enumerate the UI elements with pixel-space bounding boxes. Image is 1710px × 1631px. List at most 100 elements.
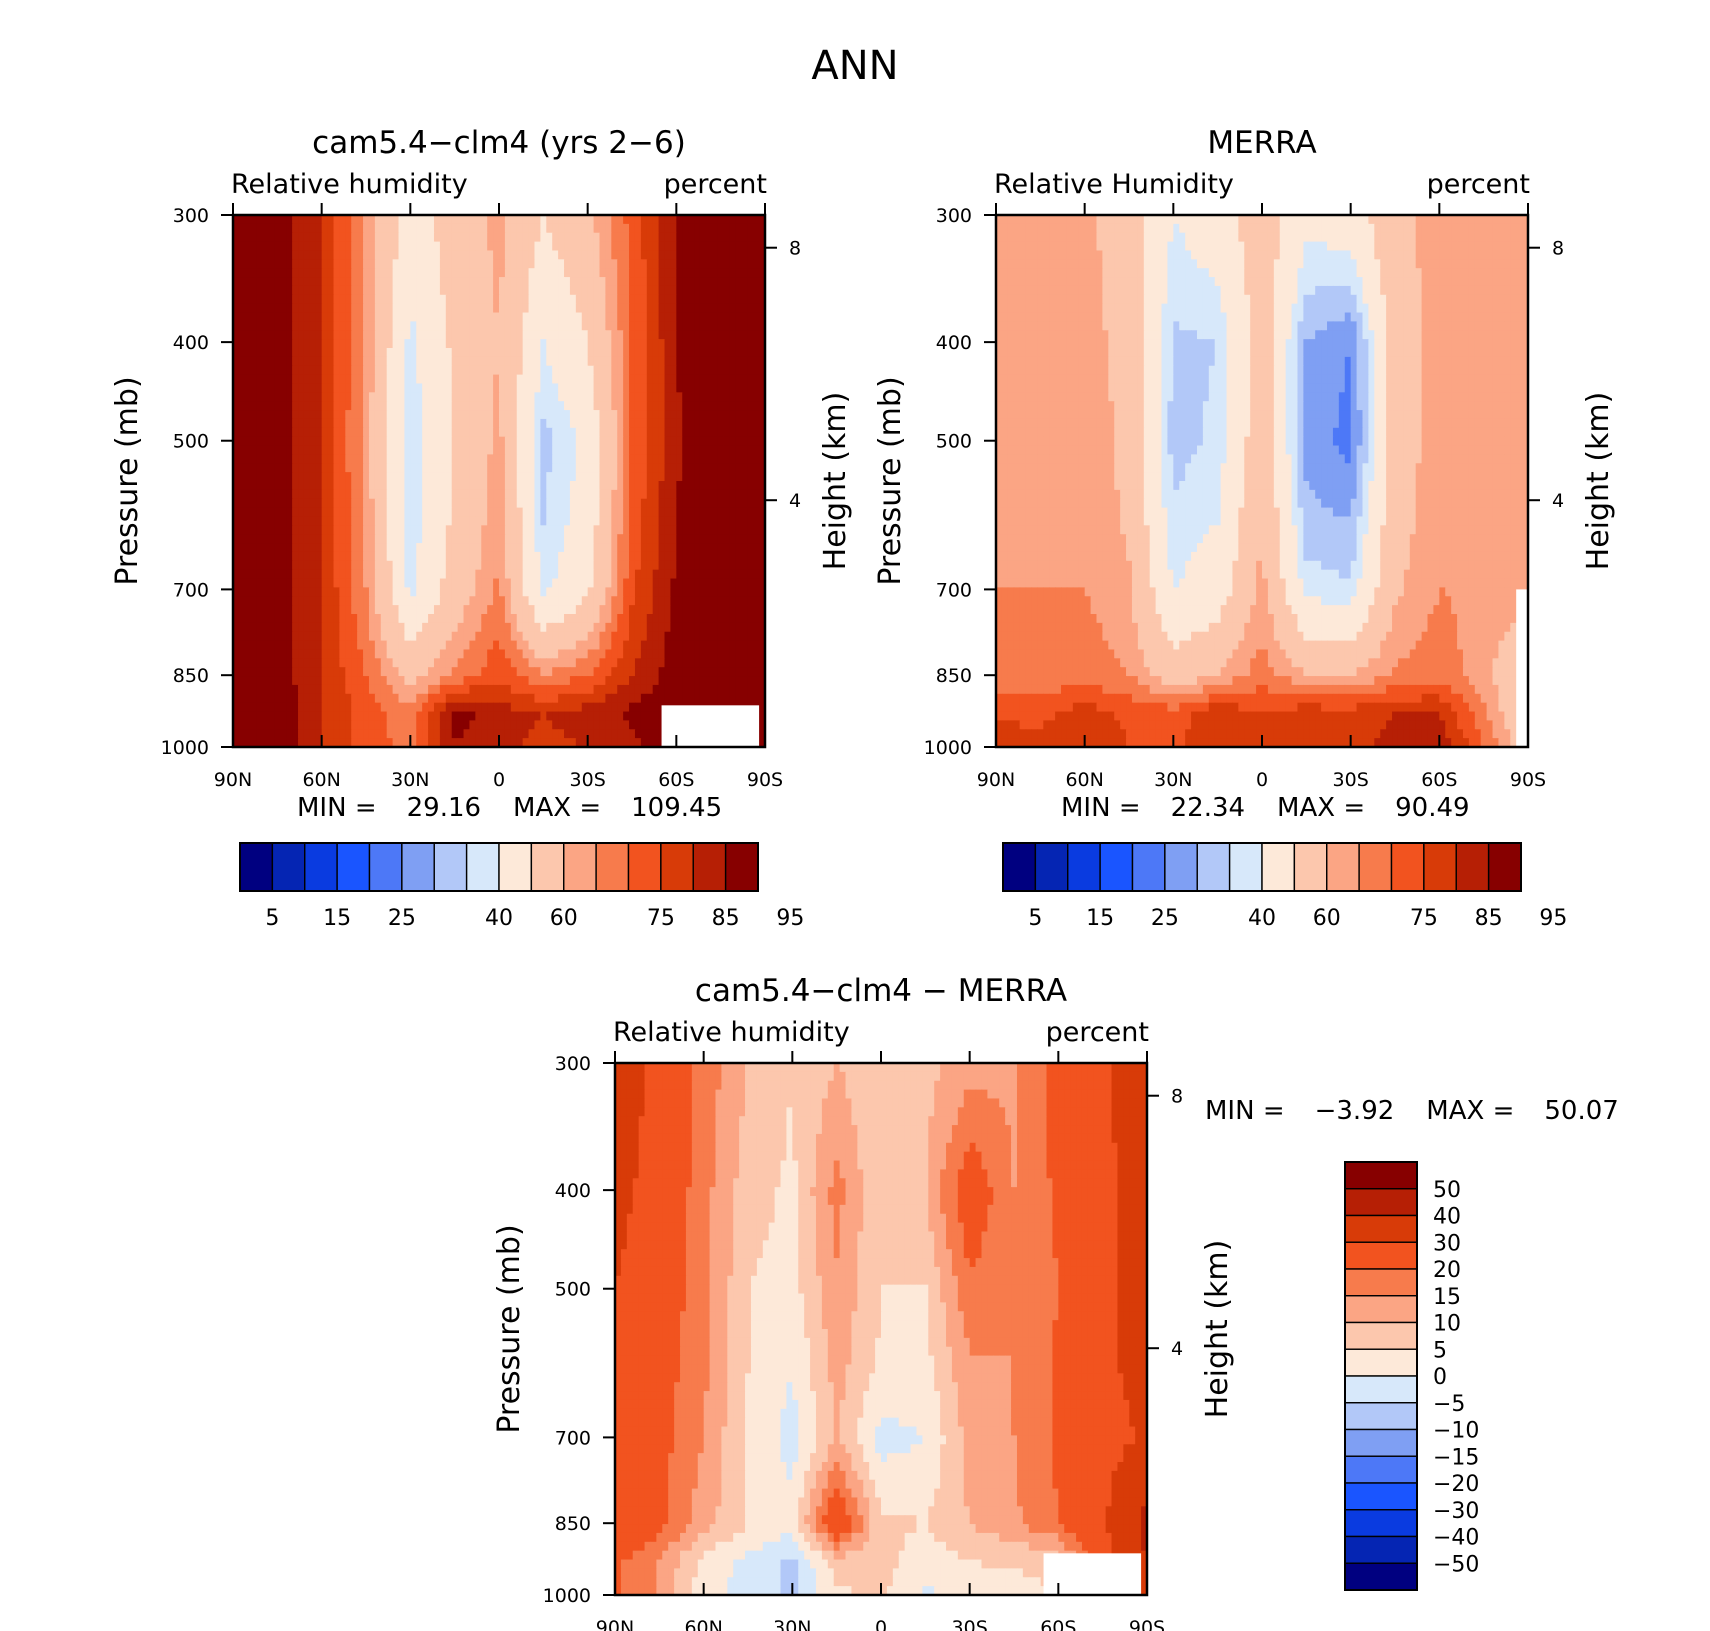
heatmap-cell <box>439 525 447 535</box>
heatmap-cell <box>463 605 471 615</box>
heatmap-cell <box>694 268 701 278</box>
heatmap-cell <box>510 294 518 305</box>
heatmap-cell <box>493 259 500 269</box>
heatmap-cell <box>516 605 524 615</box>
heatmap-cell <box>398 365 406 376</box>
heatmap-cell <box>298 445 305 455</box>
heatmap-cell <box>646 418 654 429</box>
heatmap-cell <box>256 418 264 429</box>
heatmap-cell <box>233 401 240 411</box>
heatmap-cell <box>605 285 612 296</box>
heatmap-cell <box>493 374 500 385</box>
heatmap-cell <box>327 693 335 704</box>
heatmap-cell <box>268 605 275 615</box>
heatmap-cell <box>634 436 642 447</box>
heatmap-cell <box>309 223 317 234</box>
heatmap-cell <box>694 667 701 677</box>
heatmap-cell <box>280 348 287 358</box>
heatmap-cell <box>558 525 565 535</box>
heatmap-cell <box>705 498 713 509</box>
heatmap-cell <box>534 507 541 518</box>
heatmap-cell <box>564 481 571 491</box>
heatmap-cell <box>238 312 246 322</box>
heatmap-cell <box>451 312 459 322</box>
heatmap-cell <box>345 498 352 509</box>
heatmap-cell <box>422 481 429 491</box>
heatmap-cell <box>333 401 340 411</box>
heatmap-cell <box>357 277 364 287</box>
heatmap-cell <box>380 667 388 677</box>
heatmap-cell <box>422 215 429 225</box>
heatmap-cell <box>717 596 725 606</box>
heatmap-cell <box>345 543 352 553</box>
heatmap-cell <box>646 605 654 615</box>
heatmap-cell <box>611 640 618 651</box>
heatmap-cell <box>723 365 731 376</box>
heatmap-cell <box>380 268 388 278</box>
heatmap-cell <box>309 268 317 278</box>
heatmap-cell <box>303 250 311 260</box>
heatmap-cell <box>504 321 512 331</box>
heatmap-cell <box>262 507 270 518</box>
heatmap-cell <box>410 481 417 491</box>
heatmap-cell <box>493 596 500 606</box>
heatmap-cell <box>374 463 382 473</box>
heatmap-cell <box>640 312 648 322</box>
heatmap-cell <box>250 215 258 225</box>
heatmap-cell <box>528 543 536 553</box>
heatmap-cell <box>499 285 506 296</box>
heatmap-cell <box>380 534 388 544</box>
heatmap-cell <box>729 463 737 473</box>
heatmap-cell <box>451 215 459 225</box>
heatmap-cell <box>280 285 287 296</box>
heatmap-cell <box>552 578 559 588</box>
heatmap-cell <box>664 569 672 580</box>
heatmap-cell <box>658 268 666 278</box>
heatmap-cell <box>711 277 719 287</box>
heatmap-cell <box>676 259 683 269</box>
heatmap-cell <box>333 578 340 588</box>
heatmap-cell <box>445 268 453 278</box>
heatmap-cell <box>493 232 500 243</box>
heatmap-cell <box>428 622 435 633</box>
heatmap-cell <box>717 303 725 314</box>
heatmap-cell <box>457 223 465 234</box>
heatmap-cell <box>280 472 287 482</box>
heatmap-cell <box>339 277 346 287</box>
heatmap-cell <box>593 321 601 331</box>
heatmap-cell <box>339 516 346 526</box>
heatmap-cell <box>717 463 725 473</box>
heatmap-cell <box>374 427 382 438</box>
heatmap-cell <box>723 516 731 526</box>
heatmap-cell <box>534 356 541 367</box>
heatmap-cell <box>670 223 677 234</box>
heatmap-cell <box>309 649 317 659</box>
heatmap-cell <box>510 472 518 482</box>
heatmap-cell <box>250 312 258 322</box>
heatmap-cell <box>422 702 429 713</box>
heatmap-cell <box>534 454 541 464</box>
heatmap-cell <box>634 693 642 704</box>
heatmap-cell <box>522 667 530 677</box>
heatmap-cell <box>339 614 346 624</box>
heatmap-cell <box>315 614 323 624</box>
heatmap-cell <box>664 410 672 420</box>
heatmap-cell <box>534 676 541 686</box>
heatmap-cell <box>345 693 352 704</box>
heatmap-cell <box>368 498 376 509</box>
heatmap-cell <box>682 614 689 624</box>
heatmap-cell <box>634 481 642 491</box>
heatmap-cell <box>629 285 636 296</box>
heatmap-cell <box>652 463 660 473</box>
heatmap-cell <box>274 410 281 420</box>
heatmap-cell <box>298 489 305 500</box>
heatmap-cell <box>309 418 317 429</box>
heatmap-cell <box>256 489 264 500</box>
heatmap-cell <box>699 312 707 322</box>
heatmap-cell <box>534 312 541 322</box>
heatmap-cell <box>504 622 512 633</box>
heatmap-cell <box>670 534 677 544</box>
heatmap-cell <box>457 330 465 340</box>
heatmap-cell <box>540 596 547 606</box>
heatmap-cell <box>439 285 447 296</box>
